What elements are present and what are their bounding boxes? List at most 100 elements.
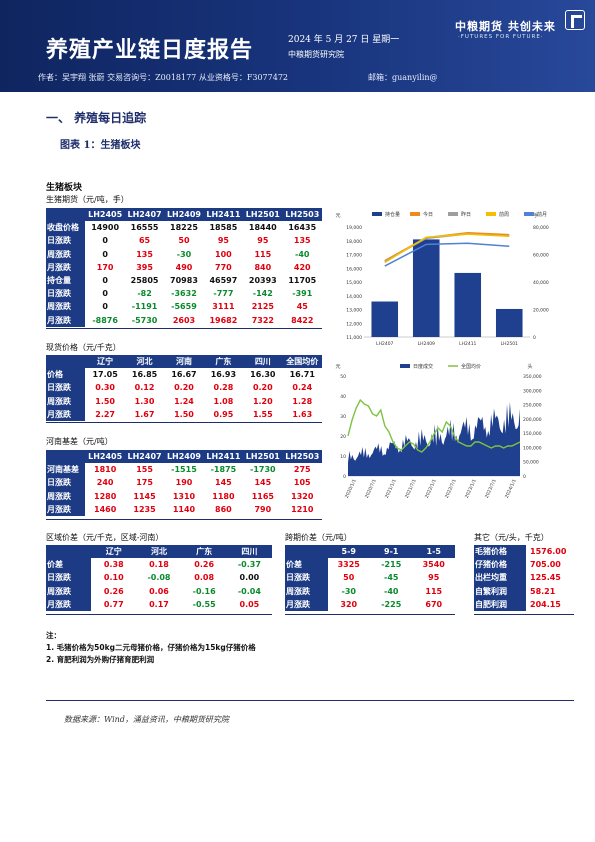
table-row: 周涨跌 0 135 -30 100 115 -40 [46, 247, 322, 261]
table-cell: 1165 [251, 491, 274, 501]
table-cell: -40 [384, 586, 399, 596]
table-row: 日涨跌 0 65 50 95 95 135 [46, 234, 322, 248]
x-tick-label: 2023/1/1 [464, 478, 478, 499]
column-header: 全国均价 [282, 355, 322, 369]
y-tick-label: 0 [343, 474, 346, 480]
y-tick-label: 19,000 [346, 225, 362, 231]
table-cell: 1.24 [174, 396, 194, 406]
y2-tick-label: 0 [533, 335, 536, 341]
column-header [46, 545, 92, 559]
column-header: 9-1 [370, 545, 413, 559]
table-cell: 16435 [288, 223, 317, 233]
y2-tick-label: 20,000 [533, 308, 549, 314]
column-header: 广东 [203, 355, 244, 369]
table-cell: 115 [254, 249, 272, 259]
spot-caption: 现货价格（元/千克） [46, 343, 121, 352]
legend-label: 前周 [499, 211, 509, 218]
spread-caption: 跨期价差（元/吨） [285, 533, 352, 542]
table-cell: 18585 [209, 223, 238, 233]
y-tick-label: 12,000 [346, 321, 362, 327]
x-tick-label: 2022/1/1 [424, 478, 438, 499]
header-row: 辽宁 河北 广东 四川 [46, 545, 272, 559]
column-header [46, 355, 86, 369]
table-cell: 115 [425, 586, 443, 596]
table-cell: 65 [138, 236, 151, 246]
table-row: 月涨跌 170 395 490 770 840 420 [46, 260, 322, 274]
table-row: 日涨跌 0 -82 -3632 -777 -142 -391 [46, 287, 322, 301]
table-row: 周涨跌 0 -1191 -5659 3111 2125 45 [46, 300, 322, 314]
table-cell: 18440 [248, 223, 277, 233]
table-cell: 0.26 [103, 586, 124, 596]
table-cell: 1145 [133, 491, 156, 501]
table-cell: 770 [215, 262, 232, 272]
table-cell: 58.21 [530, 586, 556, 596]
column-header: 河北 [124, 355, 165, 369]
table-cell: 320 [340, 599, 358, 609]
y2-tick-label: 60,000 [533, 253, 549, 259]
table-cell: 0 [102, 249, 108, 259]
table-cell: 490 [175, 262, 193, 272]
table-cell: 155 [136, 465, 153, 475]
row-label: 日涨跌 [46, 287, 86, 301]
table-cell: 275 [293, 465, 311, 475]
table-cell: 95 [217, 236, 229, 246]
y-tick-label: 15,000 [346, 280, 362, 286]
table-cell: 190 [175, 478, 193, 488]
table-cell: -0.55 [192, 599, 216, 609]
report-title: 养殖产业链日度报告 [46, 37, 254, 63]
table-cell: 20393 [248, 276, 277, 286]
table-cell: 1.28 [292, 396, 313, 406]
y2-tick-label: 100,000 [523, 445, 542, 451]
y-tick-label: 13,000 [346, 308, 362, 314]
table-cell: 1180 [212, 491, 235, 501]
table-cell: 17.05 [92, 370, 118, 380]
table-cell: -30 [176, 249, 192, 259]
table-cell: 0.06 [149, 586, 169, 596]
header-row: 辽宁 河北 河南 广东 四川 全国均价 [46, 355, 322, 369]
table-row: 价差 0.38 0.18 0.26 -0.37 [46, 558, 272, 572]
table-cell: -3632 [171, 289, 197, 299]
table-row: 价格 17.05 16.85 16.67 16.93 16.30 16.71 [46, 368, 322, 382]
y2-tick-label: 200,000 [523, 417, 542, 423]
table-cell: 175 [136, 478, 153, 488]
x-tick-label: 2020/1/1 [344, 478, 358, 499]
table-row: 河南基差 1810 155 -1515 -1875 -1730 275 [46, 463, 322, 477]
table-row: 周涨跌 0.26 0.06 -0.16 -0.04 [46, 584, 272, 598]
table-cell: -82 [137, 289, 152, 299]
table-cell: 1460 [94, 504, 117, 514]
y-tick-label: 40 [340, 394, 346, 400]
column-header: 辽宁 [91, 545, 137, 559]
table-cell: 395 [136, 262, 153, 272]
table-cell: 1235 [133, 504, 156, 514]
column-header: LH2405 [85, 208, 125, 222]
table-cell: 145 [215, 478, 232, 488]
legend-swatch [524, 212, 534, 216]
table-cell: 50 [343, 573, 355, 583]
table-cell: 3111 [212, 302, 235, 312]
section-title: 一、 养殖每日追踪 [46, 111, 147, 125]
legend-label: 日度成交 [413, 363, 433, 370]
table-cell: -40 [295, 249, 310, 259]
table-cell: 0.28 [213, 383, 234, 393]
table-cell: 3540 [422, 560, 445, 570]
row-label: 毛猪价格 [474, 545, 526, 559]
table-cell: 0.24 [292, 383, 313, 393]
y-tick-label: 50 [340, 374, 346, 380]
y-tick-label: 10 [340, 454, 346, 460]
table-cell: 45 [296, 302, 308, 312]
x-tick-label: LH2411 [459, 341, 476, 347]
legend-swatch [400, 364, 410, 368]
legend-swatch [410, 212, 420, 216]
table-row: 持仓量 0 25805 70983 46597 20393 11705 [46, 273, 322, 288]
column-header: LH2407 [124, 208, 165, 222]
column-header: 辽宁 [85, 355, 125, 369]
table-cell: -225 [381, 599, 402, 609]
table-cell: 170 [96, 262, 114, 272]
row-label: 日涨跌 [46, 234, 86, 248]
y2-tick-label: 50,000 [523, 460, 539, 466]
author-bar: 作者：吴宇翔 张蔚 交易咨询号：Z0018177 从业资格号：F3077472 … [38, 70, 578, 86]
table-cell: 1.50 [174, 409, 194, 419]
table-cell: 2603 [172, 315, 196, 325]
brand-logo-icon [565, 10, 585, 30]
table-row: 周涨跌 1280 1145 1310 1180 1165 1320 [46, 489, 322, 503]
